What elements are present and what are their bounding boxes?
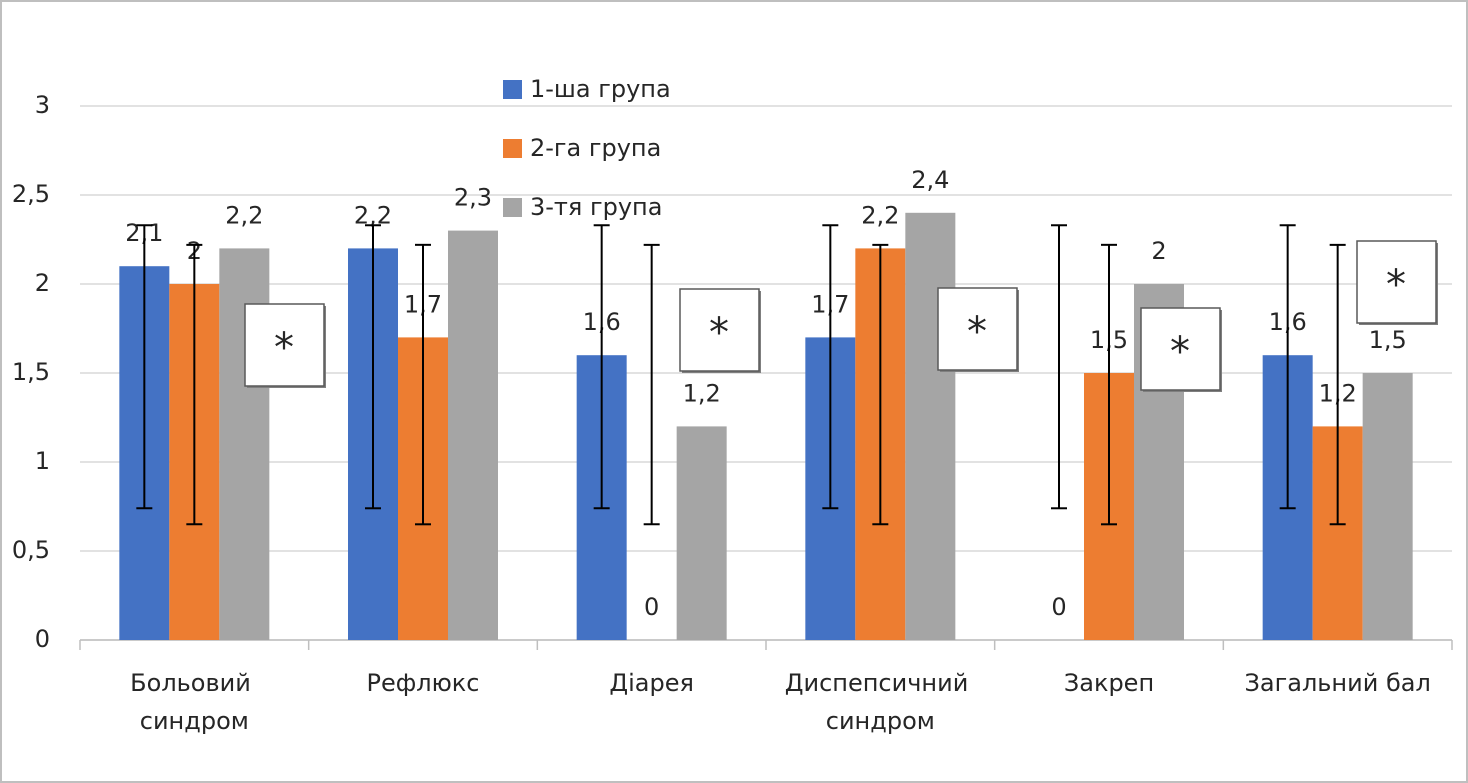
bar: [448, 230, 498, 640]
significance-box: [1140, 307, 1221, 391]
significance-mark: *: [1170, 329, 1190, 375]
error-bar: [872, 243, 889, 526]
legend-label: 3-тя група: [530, 193, 662, 221]
y-tick-label: 1: [35, 447, 50, 475]
x-tick-label-line: Диспепсичний: [785, 669, 976, 697]
error-bar: [643, 243, 660, 526]
value-label: 1,2: [683, 379, 721, 407]
x-tick-label: Діарея: [609, 669, 694, 697]
value-label: 2,2: [861, 201, 899, 229]
x-tick-label: Больовий синдром: [130, 669, 258, 735]
error-bar: [822, 224, 839, 510]
significance-mark: *: [709, 310, 729, 356]
x-tick-label: Диспепсичний синдром: [785, 669, 976, 735]
value-label: 2: [1151, 237, 1166, 265]
x-tick-label-line: Больовий: [130, 669, 258, 697]
y-tick-label: 3: [35, 91, 50, 119]
x-tick-label-line: синдром: [826, 707, 935, 735]
y-tick-label: 0,5: [12, 536, 50, 564]
error-bar: [593, 224, 610, 510]
significance-box: [244, 303, 325, 387]
y-tick-label: 1,5: [12, 358, 50, 386]
bar: [905, 212, 956, 641]
significance-mark: *: [274, 325, 294, 371]
legend-swatch: [503, 80, 522, 99]
error-bar: [1101, 243, 1117, 526]
y-tick-label: 2: [35, 269, 50, 297]
error-bar: [186, 243, 203, 526]
significance-box: [679, 288, 760, 372]
error-bar: [365, 224, 381, 510]
x-tick-label-line: синдром: [140, 707, 249, 735]
error-bar: [1051, 224, 1067, 510]
x-tick-label: Закреп: [1064, 669, 1154, 697]
value-label: 1,5: [1369, 326, 1407, 354]
significance-box: [937, 287, 1018, 371]
value-label: 2,3: [454, 184, 492, 212]
legend-swatch: [503, 139, 522, 158]
error-bar: [136, 224, 153, 510]
y-tick-label: 0: [35, 625, 50, 653]
legend-label: 2-га група: [530, 134, 661, 162]
y-tick-label: 2,5: [12, 180, 50, 208]
value-label: 2,2: [225, 201, 263, 229]
error-bar: [415, 243, 431, 526]
significance-mark: *: [1386, 262, 1406, 308]
significance-box: [1356, 240, 1437, 324]
error-bar: [1329, 243, 1346, 526]
value-label: 0: [644, 593, 659, 621]
value-label: 0: [1051, 593, 1066, 621]
bar: [1362, 373, 1413, 640]
x-tick-label: Загальний бал: [1245, 669, 1431, 697]
bar: [676, 426, 727, 640]
x-tick-label: Рефлюкс: [367, 669, 480, 697]
legend-label: 1-ша група: [530, 75, 671, 103]
significance-mark: *: [967, 309, 987, 355]
legend-swatch: [503, 198, 522, 217]
value-label: 2,4: [911, 166, 949, 194]
error-bar: [1279, 224, 1296, 510]
